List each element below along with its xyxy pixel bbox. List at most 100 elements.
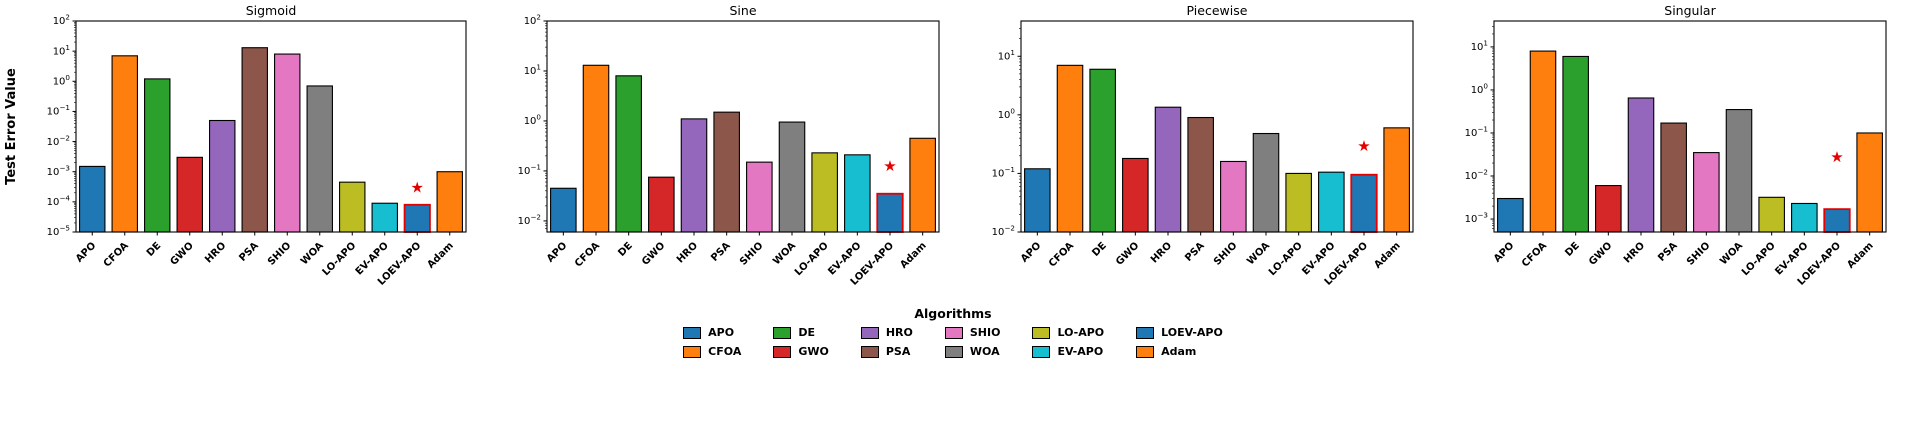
x-tick-label: PSA: [1656, 240, 1680, 264]
legend-swatch-icon: [1136, 345, 1155, 358]
legend-swatch-icon: [944, 326, 963, 339]
bar-apo: [79, 165, 106, 233]
chart-title: Sigmoid: [246, 4, 297, 18]
x-tick-label: SHIO: [1685, 240, 1712, 267]
bar-hro: [1154, 106, 1181, 233]
y-tick-label: 101: [997, 48, 1014, 63]
bar-gwo: [1121, 157, 1149, 233]
legend-label: CFOA: [708, 345, 742, 358]
y-tick-label: 10−1: [47, 103, 70, 118]
x-tick-label: SHIO: [266, 240, 293, 267]
x-tick-label: WOA: [1245, 240, 1272, 267]
x-tick-label: GWO: [1587, 240, 1614, 267]
legend-swatch-icon: [1136, 326, 1155, 339]
bar-shio: [274, 53, 301, 233]
bar-woa: [779, 121, 806, 233]
bar-loev-apo: [1350, 173, 1378, 233]
x-tick-label: SHIO: [738, 240, 765, 267]
axes-box: [75, 20, 467, 233]
y-tick-label: 10−1: [1465, 125, 1488, 140]
axes-box: [1020, 20, 1414, 233]
bar-cfoa: [111, 55, 138, 233]
legend-item-loev-apo: LOEV-APO: [1136, 326, 1223, 339]
x-tick-label: SHIO: [1212, 240, 1239, 267]
bar-apo: [1497, 197, 1524, 233]
y-tick-label: 101: [53, 43, 70, 58]
y-tick-label: 100: [997, 107, 1015, 122]
charts-row: Sigmoid Test Error Value 10−5 10−4 10−3 10−2 1…: [4, 4, 1887, 288]
legend-item-ev-apo: EV-APO: [1032, 345, 1104, 358]
bar-apo: [550, 187, 577, 233]
x-tick-label: WOA: [1718, 240, 1745, 267]
legend-swatch-icon: [860, 345, 879, 358]
axes-box: [546, 20, 940, 233]
x-tick-label: APO: [545, 240, 569, 264]
x-tick-label: GWO: [1114, 240, 1141, 267]
legend-item-cfoa: CFOA: [683, 345, 741, 358]
y-tick-label: 101: [1471, 39, 1488, 54]
bar-de: [144, 78, 171, 233]
legend-label: LOEV-APO: [1161, 326, 1223, 339]
y-tick-label: 10−2: [1465, 168, 1488, 183]
y-tick-label: 10−2: [991, 224, 1014, 239]
y-tick-label: 10−2: [47, 133, 70, 148]
legend-item-de: DE: [773, 326, 829, 339]
bar-hro: [681, 118, 708, 233]
bar-cfoa: [1056, 64, 1083, 233]
x-tick-label: APO: [1019, 240, 1043, 264]
y-tick-label: 102: [524, 13, 541, 28]
legend-label: GWO: [798, 345, 829, 358]
legend-item-hro: HRO: [860, 326, 913, 339]
legend-item-shio: SHIO: [944, 326, 1001, 339]
legend-grid: APO CFOA DE GWO HRO PSA SHIO WOA LO-APO EV-APO LOE…: [683, 326, 1223, 358]
y-tick-label: 10−3: [1465, 211, 1488, 226]
legend-swatch-icon: [944, 345, 963, 358]
legend-swatch-icon: [860, 326, 879, 339]
x-tick-label: CFOA: [1047, 240, 1076, 269]
bar-shio: [1219, 160, 1247, 233]
legend-item-adam: Adam: [1136, 345, 1223, 358]
legend-swatch-icon: [773, 326, 792, 339]
x-tick-label: HRO: [1622, 240, 1647, 265]
legend-label: DE: [798, 326, 815, 339]
x-tick-label: CFOA: [1520, 240, 1549, 269]
y-tick-label: 10−2: [518, 213, 541, 228]
x-tick-label: HRO: [203, 240, 228, 265]
bar-adam: [909, 137, 937, 233]
y-tick-label: 10−4: [47, 194, 71, 209]
y-tick-label: 10−5: [47, 224, 70, 239]
chart-piecewise: Piecewise 10−2 10−1 100 101 APO CFOA DE GWO HRO PS…: [991, 4, 1414, 288]
bar-lo-apo: [339, 181, 366, 233]
legend-label: SHIO: [969, 326, 1001, 339]
x-tick-label: GWO: [168, 240, 195, 267]
bar-woa: [306, 85, 333, 233]
x-tick-label: Adam: [899, 240, 929, 270]
bar-shio: [1693, 152, 1720, 233]
legend-label: EV-APO: [1057, 345, 1104, 358]
legend-label: APO: [708, 326, 735, 339]
x-tick-label: DE: [145, 240, 164, 259]
x-tick-label: APO: [1492, 240, 1516, 264]
bar-hro: [1627, 97, 1655, 233]
y-tick-label: 10−1: [991, 165, 1014, 180]
star-icon: ★: [1357, 137, 1370, 155]
bar-ev-apo: [844, 154, 871, 233]
x-tick-label: Adam: [1372, 240, 1402, 270]
legend-item-woa: WOA: [944, 345, 1001, 358]
y-tick-label: 100: [1471, 82, 1489, 97]
legend-swatch-icon: [683, 345, 702, 358]
y-tick-label: 102: [53, 13, 70, 28]
y-tick-label: 100: [524, 113, 542, 128]
bar-psa: [1660, 122, 1687, 233]
legend-swatch-icon: [683, 326, 702, 339]
x-tick-label: DE: [1090, 240, 1109, 259]
bar-psa: [713, 111, 741, 233]
axes-box: [1493, 20, 1887, 233]
x-tick-label: WOA: [772, 240, 799, 267]
bar-gwo: [648, 176, 675, 233]
bar-woa: [1252, 132, 1279, 233]
legend-swatch-icon: [773, 345, 792, 358]
legend-item-psa: PSA: [860, 345, 913, 358]
x-tick-label: LO-APO: [321, 240, 359, 278]
bar-cfoa: [583, 64, 610, 233]
